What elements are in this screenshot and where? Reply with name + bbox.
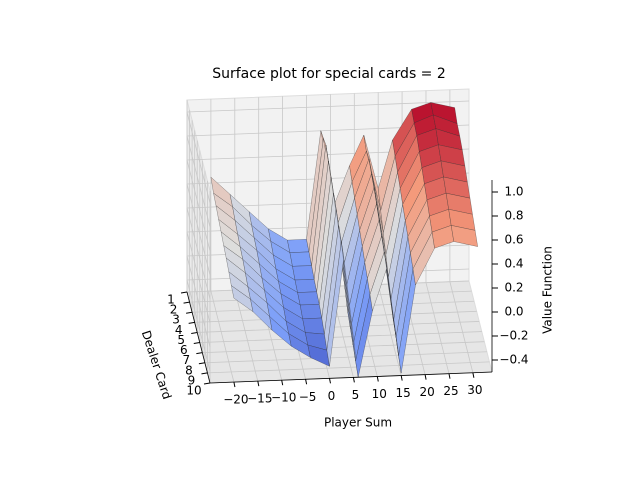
z-axis-label: Value Function [541,246,555,334]
grid-line [425,282,450,374]
surface [210,102,478,378]
surface-patch [451,225,478,247]
grid-line [186,279,211,372]
y-axis-line [186,291,211,384]
x-tick [448,373,451,379]
x-tick [305,379,308,385]
surface-patch [289,251,312,267]
z-tick-label: 0.6 [504,233,523,247]
grid-line [377,284,402,376]
y-tick-label: 3 [172,313,180,327]
x-axis-label: Player Sum [324,416,392,430]
z-tick-label: 1.0 [504,185,523,199]
surface-patch [300,304,322,319]
y-tick-label: 9 [188,373,196,387]
x-tick [400,375,403,381]
x-axis-line [209,371,493,384]
grid-line [186,159,211,252]
x-tick-label: 5 [352,388,360,402]
grid-line [207,361,490,374]
surface-patch [302,317,325,335]
x-tick [233,381,236,388]
x-tick-label: −20 [223,393,248,407]
y-tick-label: 2 [170,303,178,317]
x-tick [257,381,260,387]
x-tick-label: 30 [467,383,482,397]
grid-line [234,290,259,382]
surface-patch [294,279,317,293]
grid-line [202,341,485,354]
x-tick [424,374,427,380]
axes: −20−15−10 −5 0 5 10 15 20 25 3012345678910−0.4−0… [167,180,529,407]
x-tick [472,372,475,378]
x-tick-label: −15 [247,392,272,406]
y-tick [203,382,211,385]
grid-line [186,111,211,204]
y-tick [201,372,208,375]
surface-patch [292,265,315,281]
y-tick [180,291,188,294]
y-tick [198,362,205,365]
y-tick-label: 5 [177,333,185,347]
y-axis-label: Dealer Card [139,329,174,401]
grid-line [204,351,487,364]
z-tick-label: −0.2 [499,329,528,343]
grid-line [449,281,474,373]
x-tick-label: −5 [299,390,317,404]
y-tick [196,352,203,355]
grid-line [197,321,480,333]
y-tick [183,301,190,304]
x-tick-label: 25 [443,384,458,398]
y-tick-label: 10 [186,384,201,398]
z-tick-label: 0.2 [504,281,523,295]
grid-line [186,183,211,276]
x-tick [281,380,284,386]
x-tick-label: 15 [396,386,411,400]
surface-patch [297,291,320,306]
grid-line [186,255,211,348]
grid-line [186,207,211,300]
grid-line [199,331,482,343]
grid-line [210,290,235,383]
y-tick-label: 7 [183,353,191,367]
x-tick [352,377,355,383]
surface-patch [287,239,310,253]
x-tick-label: −10 [271,391,296,405]
x-tick [376,376,379,382]
y-tick [193,342,200,345]
chart-title: Surface plot for special cards = 2 [212,66,446,82]
grid-line [186,135,211,228]
y-tick [191,331,198,334]
z-tick-label: 0.0 [504,305,523,319]
y-tick [188,321,195,324]
x-tick-label: 0 [328,389,336,403]
x-tick-label: 20 [419,385,434,399]
y-tick [186,311,193,314]
grid-line [186,231,211,324]
y-tick-label: 4 [175,323,183,337]
y-tick-label: 1 [167,293,175,307]
z-tick-label: 0.4 [504,257,523,271]
y-tick-label: 8 [185,363,193,377]
x-tick-label: 10 [372,387,387,401]
z-tick-label: 0.8 [504,209,523,223]
z-tick-label: −0.4 [499,353,528,367]
x-tick [329,378,331,384]
y-tick-label: 6 [180,343,188,357]
grid-line [186,100,470,113]
